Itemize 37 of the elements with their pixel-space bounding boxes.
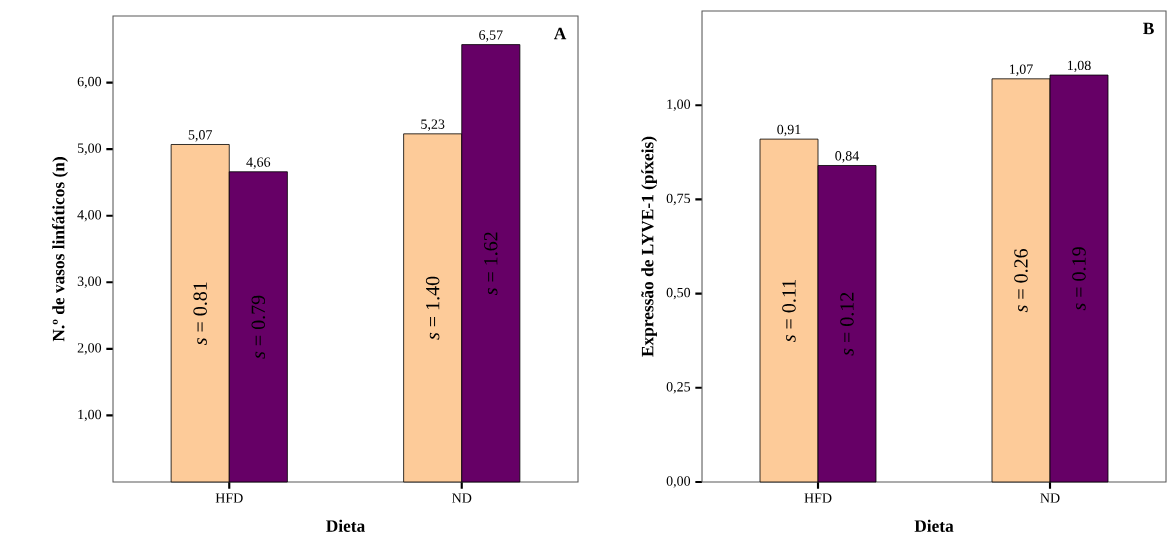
x-tick-label: ND xyxy=(1040,493,1060,503)
y-axis-title: Expressão de LYVE-1 (píxeis) xyxy=(641,136,657,357)
x-axis-title: Dieta xyxy=(914,519,954,532)
y-tick-label: 0,75 xyxy=(666,193,691,206)
annotation: s = 1.62 xyxy=(484,232,498,296)
annotation: B xyxy=(1143,22,1154,35)
annotation: s = 0.11 xyxy=(782,280,796,342)
data-label: 6,57 xyxy=(479,30,503,42)
y-tick-label: 4,00 xyxy=(77,209,102,222)
annotation: s = 0.26 xyxy=(1014,248,1028,313)
annotation: s = 0.81 xyxy=(193,282,207,346)
y-tick-label: 3,00 xyxy=(77,276,102,289)
y-tick-label: 6,00 xyxy=(77,76,102,89)
annotation: s = 0.79 xyxy=(251,295,266,359)
annotation: s = 0.19 xyxy=(1072,247,1086,311)
x-tick-label: HFD xyxy=(215,493,243,503)
x-axis-title: Dieta xyxy=(326,519,365,532)
data-label: 5,23 xyxy=(421,119,445,131)
annotation: s = 0.12 xyxy=(840,292,854,356)
y-tick-label: 0,25 xyxy=(666,382,691,394)
data-label: 0,84 xyxy=(835,151,860,163)
annotation: A xyxy=(553,27,567,40)
data-label: 1,07 xyxy=(1009,64,1033,76)
x-tick-label: ND xyxy=(452,493,472,503)
annotation: s = 1.40 xyxy=(425,276,440,340)
data-label: 1,08 xyxy=(1067,60,1091,73)
x-tick-label: HFD xyxy=(804,493,832,503)
y-tick-label: 0,50 xyxy=(666,287,691,300)
y-tick-label: 0,00 xyxy=(666,476,691,488)
y-tick-label: 5,00 xyxy=(77,143,102,155)
data-label: 0,91 xyxy=(777,124,801,137)
data-label: 4,66 xyxy=(246,157,271,169)
data-label: 5,07 xyxy=(188,130,213,142)
y-tick-label: 1,00 xyxy=(667,99,691,111)
y-tick-label: 1,00 xyxy=(78,409,102,422)
y-axis-title: N.º de vasos linfáticos (n) xyxy=(52,157,68,342)
y-tick-label: 2,00 xyxy=(77,343,102,355)
